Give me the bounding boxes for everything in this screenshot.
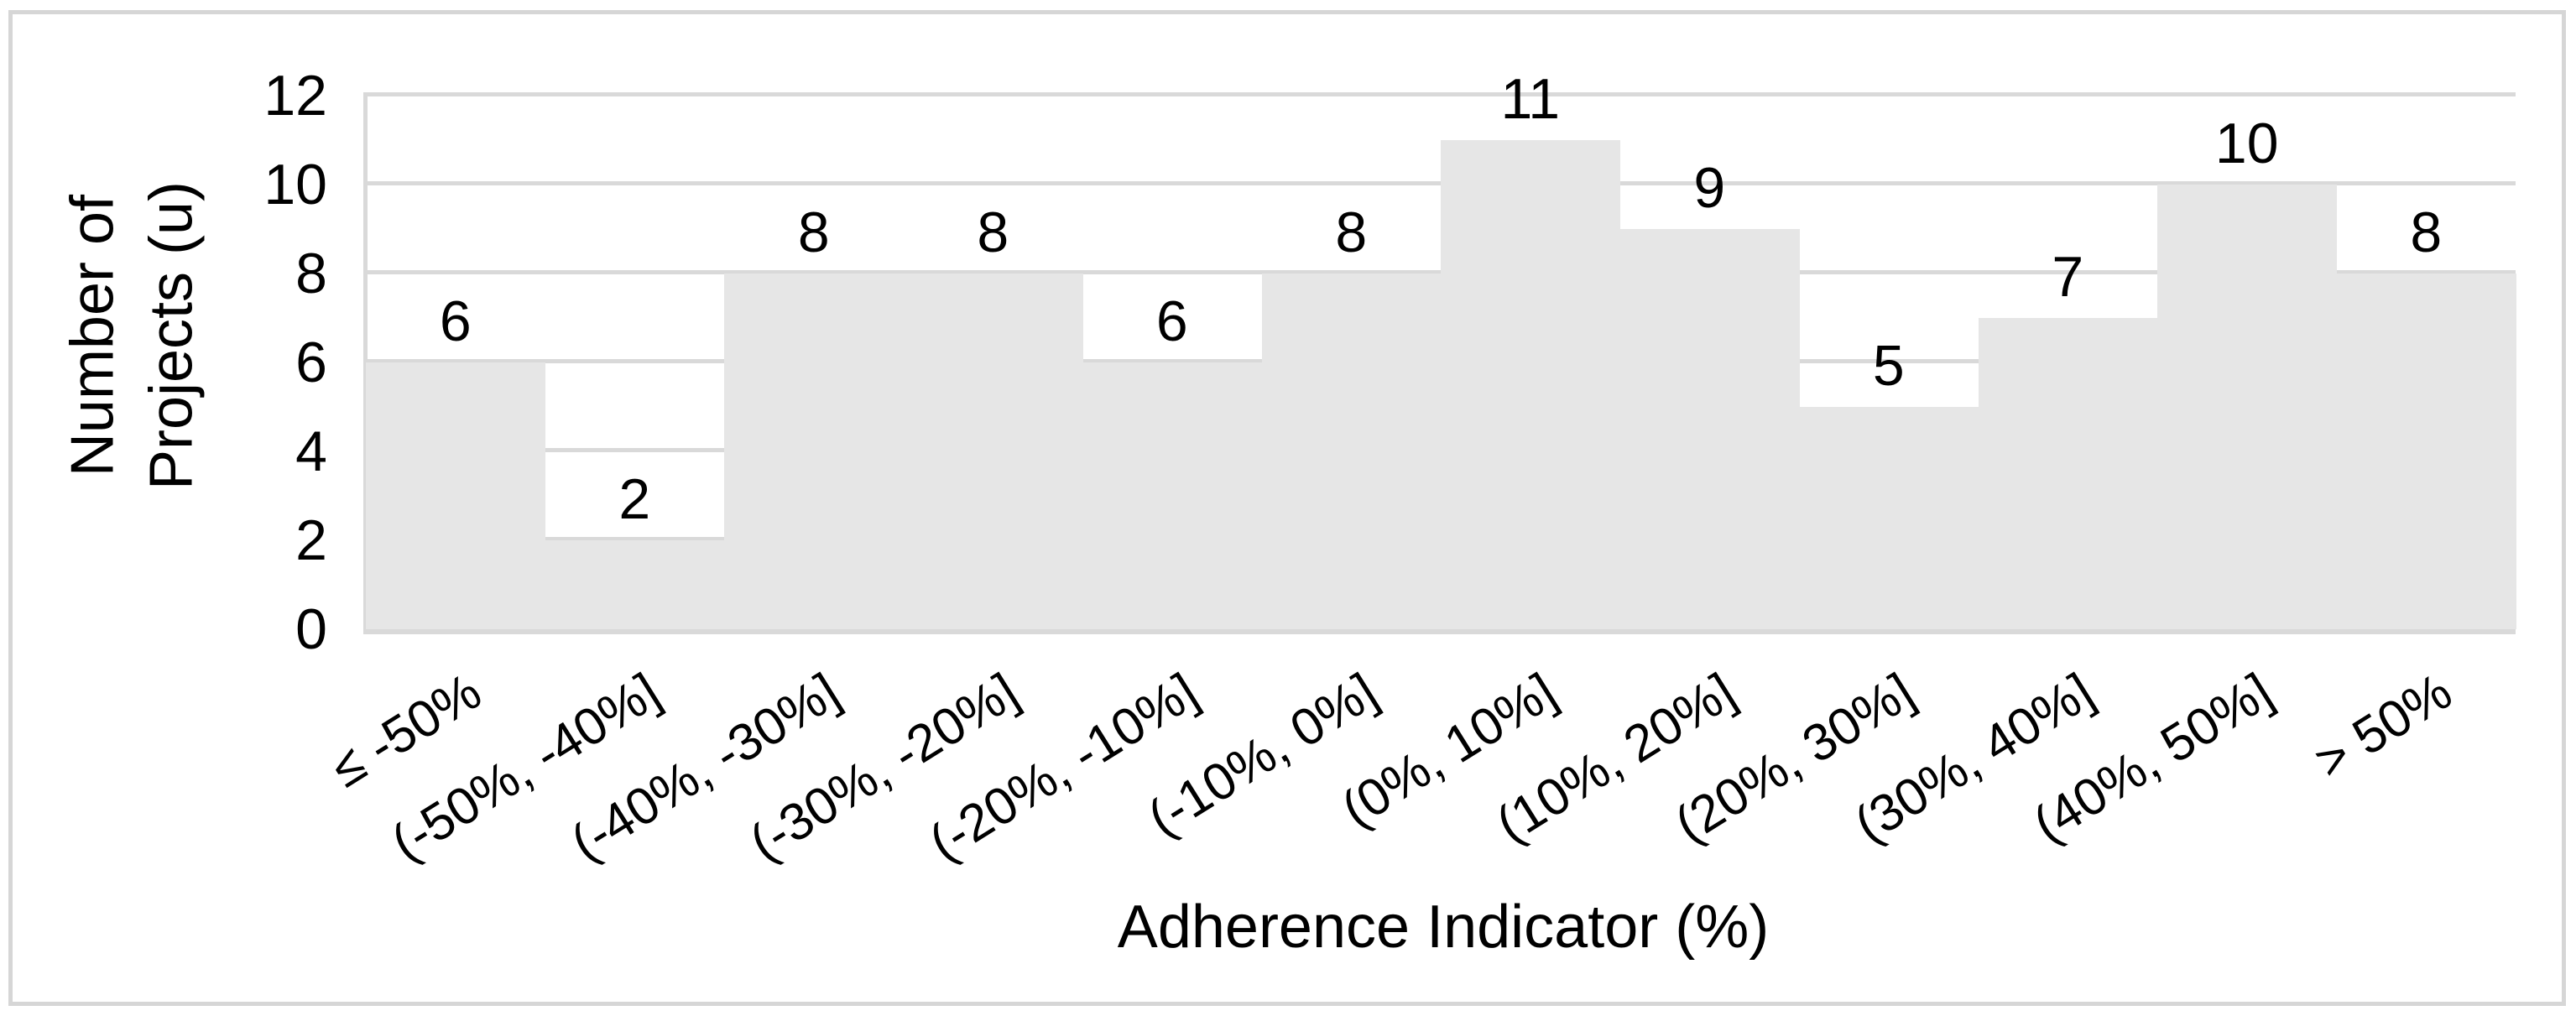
x-axis-title: Adherence Indicator (%): [1117, 894, 1770, 961]
bar: [1978, 318, 2158, 629]
bar-data-label: 6: [439, 289, 472, 353]
bar: [2336, 274, 2516, 629]
bar: [366, 362, 545, 629]
x-axis-line: [366, 629, 2516, 634]
x-tick-label: > 50%: [2304, 662, 2462, 791]
y-tick-label: 8: [295, 242, 327, 305]
bar-data-label: 8: [2410, 201, 2443, 264]
bar: [1799, 407, 1979, 629]
y-tick-label: 10: [263, 153, 327, 216]
bar-data-label: 8: [1335, 201, 1368, 264]
bar: [1261, 274, 1442, 629]
bar: [1619, 229, 1800, 629]
bar-data-label: 8: [797, 201, 830, 264]
bar: [1441, 140, 1620, 629]
bar-data-label: 2: [618, 467, 651, 531]
y-tick-label: 12: [263, 64, 327, 128]
bar-data-label: 10: [2214, 112, 2279, 175]
bar-data-label: 11: [1500, 67, 1561, 131]
y-axis-title: Number of Projects (u): [59, 180, 205, 491]
bar: [2157, 185, 2337, 629]
bar-data-label: 5: [1872, 334, 1905, 398]
bar-data-label: 8: [977, 201, 1009, 264]
bar-data-label: 9: [1693, 156, 1726, 220]
bar: [724, 274, 904, 629]
y-axis-line: [363, 92, 368, 634]
y-tick-label: 4: [295, 419, 327, 483]
bar: [903, 274, 1083, 629]
bar: [1082, 362, 1262, 629]
bar-data-label: 7: [2052, 245, 2084, 309]
y-tick-label: 0: [295, 597, 327, 661]
y-tick-label: 2: [295, 508, 327, 572]
bar: [545, 540, 725, 629]
y-tick-label: 6: [295, 331, 327, 394]
gridline-y12: [366, 92, 2516, 96]
bar-data-label: 6: [1155, 289, 1188, 353]
